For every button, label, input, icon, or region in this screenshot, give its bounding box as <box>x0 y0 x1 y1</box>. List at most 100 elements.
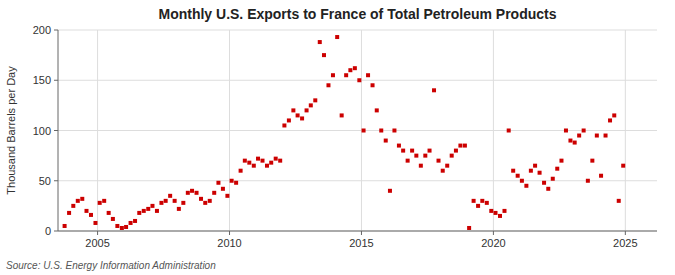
point <box>401 149 405 153</box>
point <box>375 108 379 112</box>
point <box>520 179 524 183</box>
point <box>181 201 185 205</box>
y-tick <box>54 180 58 181</box>
point <box>313 98 317 102</box>
point <box>621 164 625 168</box>
point <box>392 129 396 133</box>
y-tick-label: 50 <box>39 175 51 187</box>
point <box>107 211 111 215</box>
point <box>199 197 203 201</box>
point <box>111 217 115 221</box>
point <box>463 144 467 148</box>
point <box>419 164 423 168</box>
point <box>142 209 146 213</box>
x-grid-line <box>229 30 230 231</box>
point <box>208 199 212 203</box>
point <box>309 103 313 107</box>
point <box>296 113 300 117</box>
point <box>340 113 344 117</box>
point <box>252 164 256 168</box>
point <box>617 199 621 203</box>
point <box>428 149 432 153</box>
point <box>573 141 577 145</box>
point <box>300 116 304 120</box>
point <box>502 209 506 213</box>
x-tick-label: 2015 <box>349 237 373 249</box>
point <box>586 179 590 183</box>
point <box>366 73 370 77</box>
point <box>89 213 93 217</box>
x-axis-line <box>58 231 657 232</box>
point <box>195 191 199 195</box>
point <box>225 194 229 198</box>
point <box>318 40 322 44</box>
point <box>467 226 471 230</box>
point <box>538 171 542 175</box>
point <box>168 194 172 198</box>
point <box>604 134 608 138</box>
y-grid-line <box>58 180 657 181</box>
annotation: Source: U.S. Energy Information Administ… <box>6 260 216 271</box>
y-tick <box>54 231 58 232</box>
point <box>129 221 133 225</box>
y-tick <box>54 130 58 131</box>
point <box>516 174 520 178</box>
point <box>93 221 97 225</box>
point <box>582 129 586 133</box>
point <box>437 159 441 163</box>
point <box>243 159 247 163</box>
point <box>379 129 383 133</box>
point <box>533 164 537 168</box>
point <box>529 169 533 173</box>
point <box>230 179 234 183</box>
point <box>357 78 361 82</box>
point <box>84 209 88 213</box>
x-grid-line <box>493 30 494 231</box>
point <box>137 211 141 215</box>
y-grid-line <box>58 30 657 31</box>
point <box>63 224 67 228</box>
point <box>476 204 480 208</box>
x-tick-label: 2005 <box>85 237 109 249</box>
point <box>450 154 454 158</box>
point <box>212 191 216 195</box>
point <box>335 35 339 39</box>
point <box>489 209 493 213</box>
y-tick <box>54 30 58 31</box>
point <box>511 169 515 173</box>
y-grid-line <box>58 231 657 232</box>
point <box>247 161 251 165</box>
point <box>234 181 238 185</box>
point <box>472 199 476 203</box>
point <box>546 187 550 191</box>
point <box>590 159 594 163</box>
point <box>265 164 269 168</box>
point <box>551 177 555 181</box>
point <box>414 154 418 158</box>
point <box>555 167 559 171</box>
point <box>441 169 445 173</box>
page: {"chart_data": { "type": "scatter", "tit… <box>0 0 675 275</box>
point <box>256 157 260 161</box>
point <box>507 129 511 133</box>
point <box>115 224 119 228</box>
point <box>291 108 295 112</box>
point <box>133 219 137 223</box>
point <box>524 184 528 188</box>
point <box>595 134 599 138</box>
point <box>76 199 80 203</box>
point <box>274 157 278 161</box>
point <box>410 149 414 153</box>
point <box>423 154 427 158</box>
point <box>568 139 572 143</box>
point <box>348 68 352 72</box>
point <box>331 73 335 77</box>
point <box>388 189 392 193</box>
point <box>120 226 124 230</box>
point <box>305 108 309 112</box>
point <box>384 139 388 143</box>
point <box>498 214 502 218</box>
grid <box>58 30 657 231</box>
y-tick-label: 200 <box>33 24 51 36</box>
x-tick <box>97 231 98 235</box>
